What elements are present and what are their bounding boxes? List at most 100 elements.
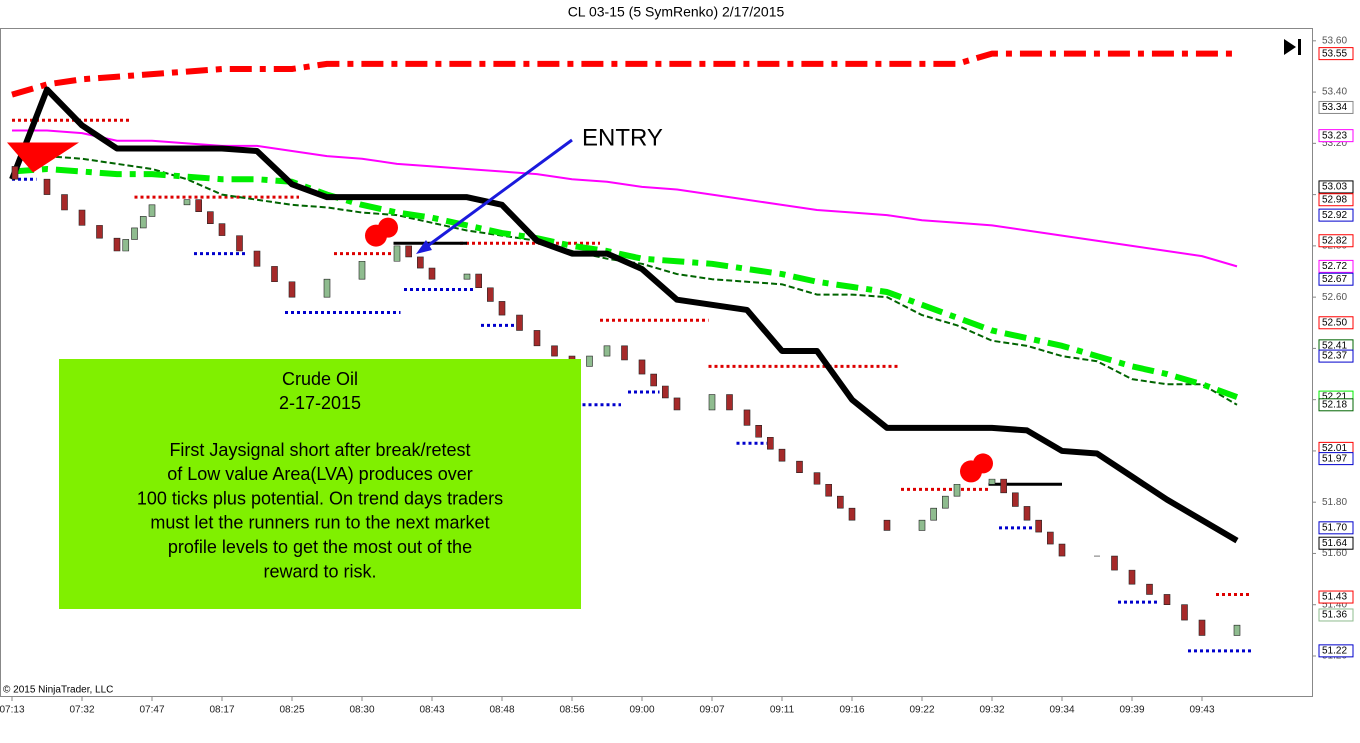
x-tick-label: 09:22 <box>909 705 934 716</box>
play-icon[interactable] <box>1284 39 1296 55</box>
box-heading: 2-17-2015 <box>279 393 361 413</box>
indicator-line <box>46 155 1238 406</box>
renko-brick <box>883 519 891 531</box>
price-marker-label: 51.70 <box>1322 522 1347 533</box>
price-marker-label: 53.03 <box>1322 182 1347 193</box>
price-marker-label: 52.21 <box>1322 392 1347 403</box>
renko-brick <box>1035 519 1066 557</box>
renko-brick <box>755 424 786 462</box>
signal-marker-part <box>973 453 993 474</box>
price-marker <box>1318 193 1354 207</box>
renko-brick <box>43 178 51 195</box>
price-marker <box>1318 47 1354 61</box>
box-body: 100 ticks plus potential. On trend days … <box>137 488 503 508</box>
price-marker <box>1318 100 1354 114</box>
y-tick-label: 51.80 <box>1322 497 1347 508</box>
x-tick-label: 09:11 <box>770 705 795 716</box>
signal-marker-part <box>378 217 398 238</box>
renko-brick <box>1233 624 1241 636</box>
price-marker <box>1318 452 1354 466</box>
x-tick-label: 07:47 <box>139 705 164 716</box>
price-marker <box>1318 644 1354 658</box>
plot-frame <box>0 28 1313 697</box>
price-marker-label: 52.82 <box>1322 235 1347 246</box>
renko-brick <box>650 373 681 411</box>
indicator-line <box>9 86 1239 544</box>
renko-brick <box>1111 555 1136 585</box>
price-marker-label: 53.55 <box>1322 48 1347 59</box>
box-body: must let the runners run to the next mar… <box>150 513 489 533</box>
x-tick-label: 09:43 <box>1189 705 1214 716</box>
y-tick-label: 53.60 <box>1322 35 1347 46</box>
price-marker-label: 53.34 <box>1322 102 1347 113</box>
x-tick-label: 08:30 <box>349 705 374 716</box>
renko-brick <box>323 278 331 298</box>
y-tick-label: 53.40 <box>1322 87 1347 98</box>
price-marker-label: 52.92 <box>1322 210 1347 221</box>
signal-marker <box>7 142 79 173</box>
scroll-end-button[interactable] <box>1284 39 1301 55</box>
renko-brick <box>393 245 401 262</box>
renko-brick <box>96 225 121 252</box>
x-tick-label: 09:39 <box>1119 705 1144 716</box>
renko-brick <box>930 483 961 521</box>
renko-brick <box>1000 478 1031 521</box>
renko-brick <box>586 345 611 367</box>
y-tick-label: 52.60 <box>1322 292 1347 303</box>
price-marker <box>1318 536 1354 550</box>
x-tick-label: 09:34 <box>1049 705 1074 716</box>
price-marker-label: 53.23 <box>1322 130 1347 141</box>
price-marker <box>1318 234 1354 248</box>
x-tick-label: 07:32 <box>69 705 94 716</box>
box-body: profile levels to get the most out of th… <box>168 537 472 557</box>
renko-brick <box>988 478 996 485</box>
renko-brick <box>621 345 646 375</box>
renko-brick <box>236 235 261 267</box>
renko-brick <box>1146 583 1171 606</box>
price-marker <box>1318 208 1354 222</box>
renko-brick <box>463 273 471 280</box>
entry-annotation: ENTRY <box>582 124 663 151</box>
price-marker-label: 52.18 <box>1322 399 1347 410</box>
indicator-line <box>11 165 1239 400</box>
price-marker <box>1318 349 1354 363</box>
x-tick-label: 09:07 <box>699 705 724 716</box>
renko-brick <box>405 245 436 280</box>
y-tick-label: 53.20 <box>1322 138 1347 149</box>
renko-brick <box>726 394 751 426</box>
copyright: © 2015 NinjaTrader, LLC <box>3 685 113 696</box>
x-tick-label: 08:25 <box>279 705 304 716</box>
price-marker-label: 51.43 <box>1322 592 1347 603</box>
indicator-line <box>11 50 1237 98</box>
x-tick-label: 09:32 <box>979 705 1004 716</box>
renko-brick <box>796 460 821 485</box>
renko-brick <box>11 166 19 180</box>
renko-brick <box>918 519 926 531</box>
entry-arrowhead <box>416 240 432 254</box>
renko-brick <box>825 483 856 521</box>
x-tick-label: 08:56 <box>559 705 584 716</box>
price-marker-label: 52.37 <box>1322 351 1347 362</box>
price-marker <box>1318 129 1354 143</box>
entry-arrow <box>421 138 573 252</box>
renko-brick <box>195 199 226 236</box>
price-marker <box>1318 398 1354 412</box>
price-marker <box>1318 608 1354 622</box>
price-marker-label: 52.98 <box>1322 194 1347 205</box>
plot-area: 53.6053.4053.2053.0052.8052.6052.4052.20… <box>0 35 1354 716</box>
price-marker <box>1318 272 1354 286</box>
price-marker <box>1318 316 1354 330</box>
price-marker-label: 51.36 <box>1322 610 1347 621</box>
renko-brick <box>475 273 506 316</box>
text-box <box>59 359 581 609</box>
renko-brick <box>122 204 156 252</box>
price-marker-label: 52.72 <box>1322 261 1347 272</box>
price-marker-label: 51.97 <box>1322 453 1347 464</box>
y-tick-label: 51.40 <box>1322 599 1347 610</box>
box-heading: Crude Oil <box>282 369 358 389</box>
chart-title: CL 03-15 (5 SymRenko) 2/17/2015 <box>568 4 785 20</box>
end-bar-icon[interactable] <box>1298 39 1301 55</box>
renko-brick <box>516 314 541 347</box>
price-marker-label: 52.67 <box>1322 274 1347 285</box>
